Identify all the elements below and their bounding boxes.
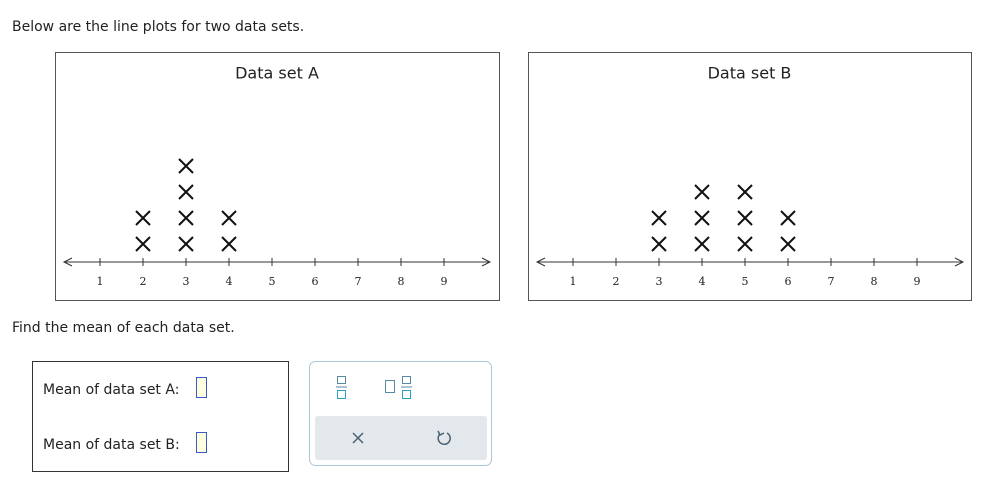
x-stack xyxy=(780,210,796,252)
question-text: Find the mean of each data set. xyxy=(12,320,235,336)
plot-frame xyxy=(528,52,972,301)
arrow-head xyxy=(481,257,492,267)
x-mark xyxy=(780,236,796,252)
tick-label: 4 xyxy=(699,275,706,288)
x-mark xyxy=(135,210,151,226)
intro-text: Below are the line plots for two data se… xyxy=(12,19,304,35)
tick-label: 4 xyxy=(226,275,233,288)
x-stack xyxy=(178,158,194,252)
tick-label: 8 xyxy=(398,275,405,288)
x-mark xyxy=(178,210,194,226)
tick-label: 8 xyxy=(871,275,878,288)
tick-label: 6 xyxy=(785,275,792,288)
tick-label: 3 xyxy=(183,275,190,288)
tick-label: 7 xyxy=(355,275,362,288)
x-mark xyxy=(221,236,237,252)
tick-label: 5 xyxy=(742,275,749,288)
x-mark xyxy=(651,210,667,226)
x-mark xyxy=(694,184,710,200)
answer-input[interactable] xyxy=(196,432,207,453)
x-mark xyxy=(694,236,710,252)
tick-label: 1 xyxy=(97,275,104,288)
answer-box xyxy=(32,361,289,472)
answer-label: Mean of data set A: xyxy=(43,382,179,398)
toolbar-actions xyxy=(315,416,487,460)
x-mark xyxy=(780,210,796,226)
x-stack xyxy=(694,184,710,252)
tick-label: 7 xyxy=(828,275,835,288)
tick-label: 2 xyxy=(140,275,147,288)
x-mark xyxy=(737,210,753,226)
plot-title: Data set B xyxy=(708,64,792,83)
tick-label: 5 xyxy=(269,275,276,288)
x-mark xyxy=(135,236,151,252)
mixed-number-button[interactable] xyxy=(385,376,413,399)
tick-label: 1 xyxy=(570,275,577,288)
x-stack xyxy=(135,210,151,252)
tick-label: 9 xyxy=(441,275,448,288)
tick-label: 6 xyxy=(312,275,319,288)
x-mark xyxy=(737,184,753,200)
x-stack xyxy=(221,210,237,252)
x-mark xyxy=(178,236,194,252)
x-stack xyxy=(651,210,667,252)
answer-label: Mean of data set B: xyxy=(43,437,180,453)
undo-button[interactable] xyxy=(437,430,451,446)
x-mark xyxy=(694,210,710,226)
arrow-head xyxy=(954,257,965,267)
tick-label: 3 xyxy=(656,275,663,288)
tick-label: 9 xyxy=(914,275,921,288)
x-mark xyxy=(221,210,237,226)
x-mark xyxy=(737,236,753,252)
x-mark xyxy=(178,184,194,200)
fraction-button[interactable] xyxy=(336,376,347,399)
plot-title: Data set A xyxy=(235,64,319,83)
arrow-head xyxy=(62,257,73,267)
x-stack xyxy=(737,184,753,252)
x-mark xyxy=(178,158,194,174)
plot-frame xyxy=(55,52,500,301)
tick-label: 2 xyxy=(613,275,620,288)
answer-input[interactable] xyxy=(196,377,207,398)
x-mark xyxy=(651,236,667,252)
arrow-head xyxy=(535,257,546,267)
clear-button[interactable] xyxy=(352,432,364,444)
